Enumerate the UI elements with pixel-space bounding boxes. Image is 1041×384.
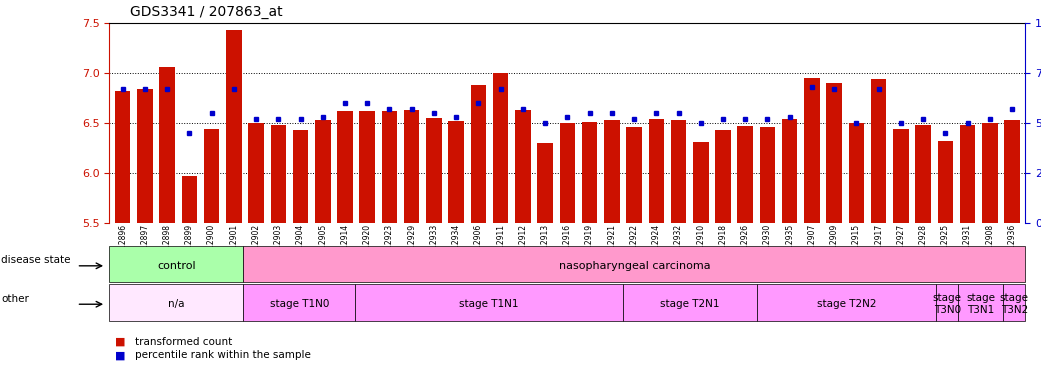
Text: stage
T3N2: stage T3N2 — [999, 293, 1029, 315]
Bar — [137, 89, 153, 223]
Bar — [936, 284, 959, 321]
Bar — [426, 118, 441, 223]
Text: stage T1N0: stage T1N0 — [270, 299, 329, 309]
Bar — [181, 176, 197, 223]
Text: other: other — [1, 293, 29, 304]
Bar — [271, 125, 286, 223]
Text: n/a: n/a — [168, 299, 184, 309]
Bar — [515, 110, 531, 223]
Text: control: control — [157, 261, 196, 271]
Bar — [471, 85, 486, 223]
Bar — [715, 130, 731, 223]
Bar — [938, 141, 954, 223]
Text: stage T2N2: stage T2N2 — [817, 299, 877, 309]
Bar — [760, 127, 776, 223]
Bar — [315, 120, 331, 223]
Bar — [115, 91, 130, 223]
Bar — [449, 121, 464, 223]
Text: stage T2N1: stage T2N1 — [660, 299, 720, 309]
Text: stage
T3N0: stage T3N0 — [933, 293, 962, 315]
Bar — [959, 284, 1004, 321]
Bar — [827, 83, 842, 223]
Bar — [871, 79, 887, 223]
Bar — [359, 111, 375, 223]
Bar — [109, 246, 244, 282]
Bar — [649, 119, 664, 223]
Bar — [757, 284, 936, 321]
Text: ■: ■ — [115, 337, 125, 347]
Bar — [670, 120, 686, 223]
Bar — [404, 110, 420, 223]
Bar — [159, 67, 175, 223]
Bar — [1005, 120, 1020, 223]
Text: stage T1N1: stage T1N1 — [459, 299, 518, 309]
Bar — [627, 127, 642, 223]
Text: transformed count: transformed count — [135, 337, 232, 347]
Bar — [248, 123, 263, 223]
Bar — [337, 111, 353, 223]
Bar — [804, 78, 819, 223]
Bar — [848, 123, 864, 223]
Bar — [624, 284, 757, 321]
Bar — [492, 73, 508, 223]
Bar — [560, 123, 575, 223]
Bar — [244, 246, 1025, 282]
Text: stage
T3N1: stage T3N1 — [966, 293, 995, 315]
Text: nasopharyngeal carcinoma: nasopharyngeal carcinoma — [559, 261, 710, 271]
Bar — [355, 284, 624, 321]
Bar — [693, 142, 709, 223]
Bar — [537, 143, 553, 223]
Bar — [1004, 284, 1025, 321]
Text: percentile rank within the sample: percentile rank within the sample — [135, 350, 311, 360]
Bar — [737, 126, 753, 223]
Text: GDS3341 / 207863_at: GDS3341 / 207863_at — [130, 5, 283, 19]
Bar — [293, 130, 308, 223]
Bar — [109, 284, 244, 321]
Bar — [960, 125, 975, 223]
Text: ■: ■ — [115, 350, 125, 360]
Bar — [382, 111, 398, 223]
Bar — [582, 122, 598, 223]
Bar — [893, 129, 909, 223]
Bar — [204, 129, 220, 223]
Text: disease state: disease state — [1, 255, 71, 265]
Bar — [915, 125, 931, 223]
Bar — [782, 119, 797, 223]
Bar — [244, 284, 355, 321]
Bar — [982, 123, 997, 223]
Bar — [604, 120, 619, 223]
Bar — [226, 30, 242, 223]
